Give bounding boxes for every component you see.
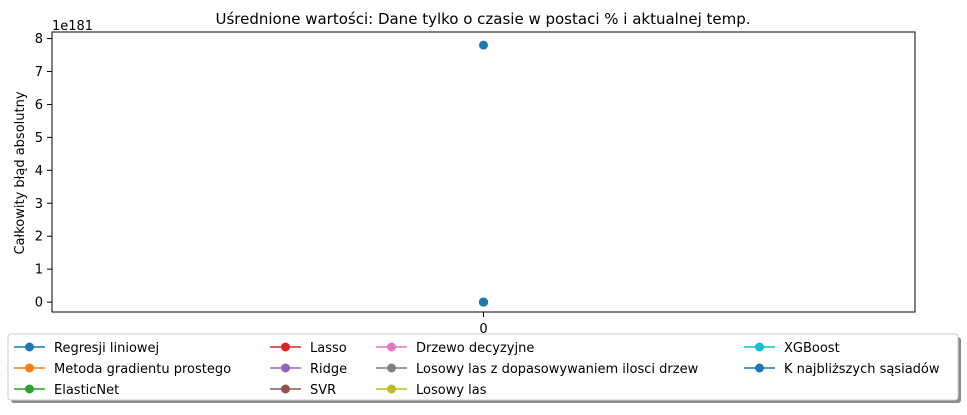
legend-label: Losowy las z dopasowywaniem ilosci drzew: [416, 362, 699, 377]
legend-marker: [387, 384, 396, 394]
legend-marker: [755, 363, 764, 373]
legend-marker: [755, 342, 764, 352]
y-axis-label: Całkowity błąd absolutny: [13, 91, 28, 254]
data-point: [479, 40, 488, 50]
legend-label: Drzewo decyzyjne: [416, 341, 534, 356]
y-tick-label: 1: [35, 263, 43, 278]
legend-label: K najbliższych sąsiadów: [784, 362, 940, 377]
legend-marker: [281, 342, 290, 352]
legend-label: Ridge: [310, 362, 347, 377]
y-tick-label: 5: [35, 131, 43, 146]
legend-label: XGBoost: [784, 341, 840, 356]
legend-marker: [387, 363, 396, 373]
legend-marker: [281, 384, 290, 394]
y-axis-offset-label: 1e181: [52, 19, 93, 34]
legend-label: Losowy las: [416, 383, 487, 398]
legend-marker: [281, 363, 290, 373]
y-tick-label: 3: [35, 197, 43, 212]
legend-marker: [25, 342, 34, 352]
legend-label: Regresji liniowej: [54, 341, 159, 356]
y-tick-label: 7: [35, 65, 43, 80]
y-tick-label: 2: [35, 230, 43, 245]
legend-marker: [25, 363, 34, 373]
x-tick-label: 0: [479, 322, 487, 337]
legend-label: Lasso: [310, 341, 347, 356]
legend-label: Metoda gradientu prostego: [54, 362, 231, 377]
y-tick-label: 6: [35, 98, 43, 113]
legend: Regresji liniowej Metoda gradientu proste…: [7, 333, 961, 403]
chart-title: Uśrednione wartości: Dane tylko o czasie…: [215, 10, 750, 28]
legend-label: SVR: [310, 383, 336, 398]
y-tick-label: 4: [35, 164, 43, 179]
legend-marker: [387, 342, 396, 352]
y-tick-label: 8: [35, 32, 43, 47]
data-marks: [479, 40, 488, 307]
legend-box: [7, 333, 959, 401]
legend-label: ElasticNet: [54, 383, 119, 398]
legend-marker: [25, 384, 34, 394]
plot-area-frame: [51, 31, 916, 313]
data-point: [479, 297, 488, 307]
y-tick-label: 0: [35, 296, 43, 311]
axis-ticks: 0 1 2 3 4 5 6 7 8 0: [35, 32, 488, 337]
